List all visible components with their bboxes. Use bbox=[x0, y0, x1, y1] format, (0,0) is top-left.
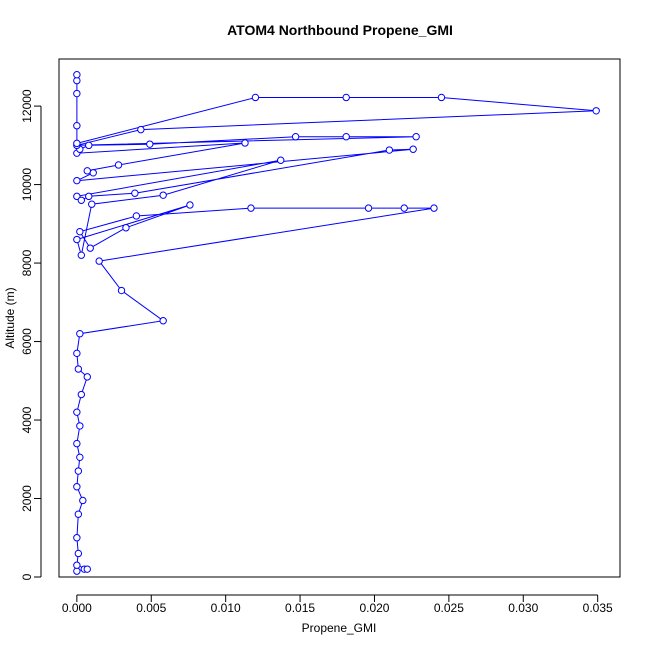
data-point bbox=[137, 125, 145, 134]
data-point bbox=[73, 408, 81, 416]
chart-title: ATOM4 Northbound Propene_GMI bbox=[227, 22, 453, 38]
x-axis: 0.000 0.005 0.010 0.015 0.020 0.025 0.030 0.035 bbox=[62, 594, 613, 615]
series-group bbox=[73, 70, 600, 575]
data-point bbox=[241, 139, 249, 147]
x-tick-label: 0.035 bbox=[583, 601, 613, 615]
data-point bbox=[83, 167, 91, 175]
data-point bbox=[85, 192, 93, 201]
data-point bbox=[251, 93, 260, 102]
data-point bbox=[117, 286, 126, 295]
x-tick-label: 0.015 bbox=[285, 601, 315, 615]
data-point bbox=[85, 141, 93, 150]
data-point bbox=[73, 439, 81, 448]
y-axis-label: Altitude (m) bbox=[3, 287, 17, 348]
data-point bbox=[342, 93, 350, 102]
data-point bbox=[74, 467, 83, 475]
data-point bbox=[73, 349, 81, 358]
x-tick-label: 0.010 bbox=[211, 601, 241, 615]
y-tick-label: 12000 bbox=[20, 89, 34, 123]
data-point bbox=[89, 169, 97, 177]
data-point bbox=[122, 224, 130, 232]
data-point bbox=[76, 422, 84, 430]
data-point bbox=[83, 565, 91, 573]
data-point bbox=[86, 244, 94, 252]
data-point bbox=[291, 133, 300, 141]
data-point bbox=[73, 70, 81, 79]
data-point bbox=[131, 189, 139, 197]
data-point bbox=[77, 390, 86, 399]
data-point bbox=[73, 89, 81, 98]
data-point bbox=[74, 365, 83, 373]
y-tick-label: 10000 bbox=[20, 168, 34, 202]
data-point bbox=[114, 161, 123, 169]
data-point bbox=[74, 510, 83, 518]
data-point bbox=[79, 496, 87, 505]
data-point bbox=[342, 133, 350, 141]
data-point bbox=[430, 204, 438, 212]
data-point bbox=[88, 200, 96, 208]
data-point bbox=[73, 139, 81, 148]
data-point bbox=[77, 251, 86, 259]
data-point bbox=[73, 483, 81, 491]
data-point bbox=[73, 235, 81, 244]
x-tick-label: 0.020 bbox=[359, 601, 389, 615]
x-axis-label: Propene_GMI bbox=[302, 621, 377, 635]
data-point bbox=[159, 317, 167, 325]
x-tick-label: 0.030 bbox=[508, 601, 538, 615]
data-point bbox=[132, 212, 141, 220]
data-point bbox=[76, 329, 84, 338]
x-tick-label: 0.005 bbox=[136, 601, 166, 615]
plot-frame bbox=[58, 58, 621, 578]
y-tick-label: 8000 bbox=[20, 249, 34, 276]
y-tick-label: 4000 bbox=[20, 406, 34, 433]
data-point bbox=[74, 549, 83, 558]
data-point bbox=[73, 534, 81, 542]
data-point bbox=[592, 107, 600, 115]
data-point bbox=[412, 133, 420, 141]
data-point bbox=[95, 257, 103, 265]
data-point bbox=[409, 145, 417, 153]
data-point bbox=[76, 453, 84, 462]
data-point bbox=[385, 146, 394, 154]
data-point bbox=[77, 196, 86, 204]
data-point bbox=[83, 373, 91, 381]
data-point bbox=[277, 156, 285, 164]
data-point bbox=[159, 191, 167, 199]
x-tick-label: 0.000 bbox=[62, 601, 92, 615]
data-point bbox=[437, 93, 446, 102]
y-tick-label: 2000 bbox=[20, 485, 34, 512]
data-point bbox=[73, 122, 81, 130]
data-point bbox=[186, 201, 194, 209]
x-tick-label: 0.025 bbox=[434, 601, 464, 615]
data-point bbox=[247, 204, 255, 212]
data-point bbox=[400, 204, 408, 212]
data-point bbox=[73, 561, 81, 569]
data-point bbox=[73, 176, 81, 185]
y-axis: 0 2000 4000 6000 8000 10000 12000 bbox=[20, 89, 42, 580]
data-point bbox=[146, 140, 154, 148]
y-tick-label: 6000 bbox=[20, 328, 34, 355]
data-point bbox=[364, 204, 373, 212]
y-tick-label: 0 bbox=[20, 573, 34, 580]
data-point bbox=[76, 227, 84, 236]
